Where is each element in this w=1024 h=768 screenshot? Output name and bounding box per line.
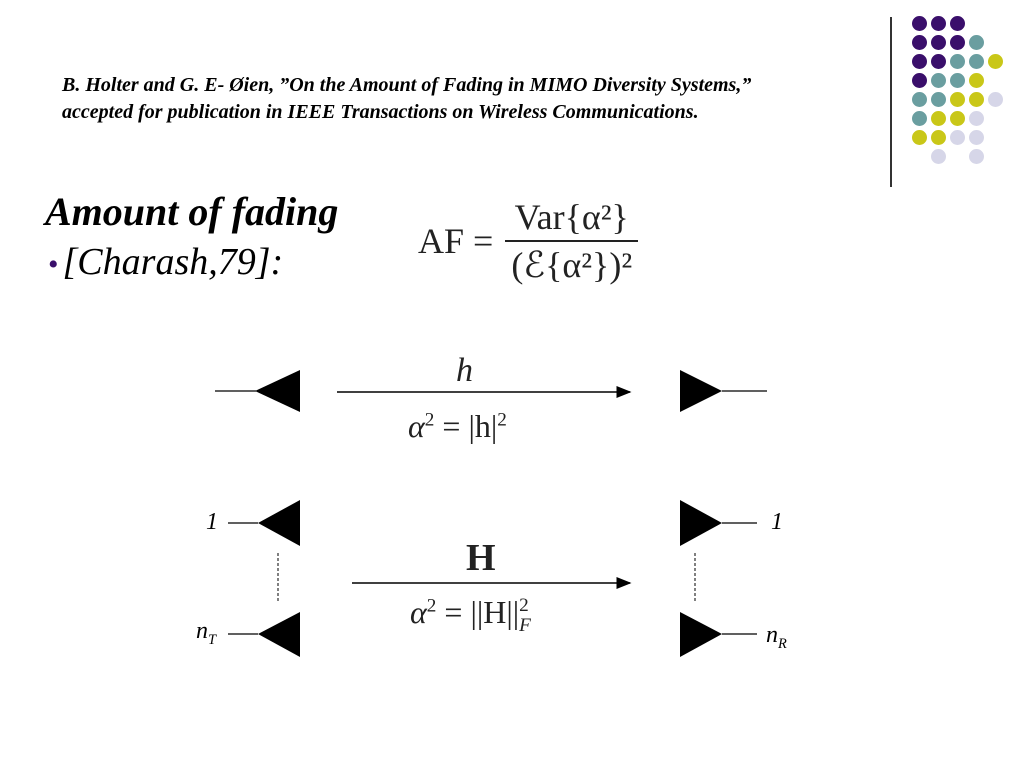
formula-numerator: Var{α²} xyxy=(514,197,629,237)
slide-title: Amount of fading xyxy=(45,189,339,234)
decorative-dot xyxy=(950,35,965,50)
decorative-dot xyxy=(931,54,946,69)
decorative-dot xyxy=(969,130,984,145)
decorative-dot xyxy=(912,35,927,50)
formula-denominator: (ℰ{α²})² xyxy=(505,240,639,286)
rx-last-label: nR xyxy=(766,622,787,652)
bullet-item: • [Charash,79]: xyxy=(48,240,283,284)
bullet-text: [Charash,79]: xyxy=(62,241,284,283)
decorative-dot xyxy=(931,149,946,164)
divider-line xyxy=(890,17,892,187)
decorative-dot xyxy=(931,35,946,50)
mimo-tx-antenna-n-icon xyxy=(228,612,300,657)
decorative-dot xyxy=(931,73,946,88)
decorative-dot xyxy=(912,92,927,107)
tx-last-label: nT xyxy=(196,618,217,648)
amount-of-fading-formula: AF = Var{α²} (ℰ{α²})² xyxy=(418,196,639,286)
decorative-dot xyxy=(969,54,984,69)
rx-first-label: 1 xyxy=(771,509,783,535)
decorative-dot xyxy=(950,130,965,145)
mimo-rx-antenna-n-icon xyxy=(680,612,757,657)
formula-lhs: AF = xyxy=(418,221,494,261)
mimo-tx-antenna-1-icon xyxy=(228,500,300,546)
decorative-dot xyxy=(912,111,927,126)
decorative-dot xyxy=(969,35,984,50)
decorative-dot xyxy=(988,92,1003,107)
reference-citation: B. Holter and G. E- Øien, ”On the Amount… xyxy=(62,74,752,123)
decorative-dot xyxy=(969,92,984,107)
siso-alpha-equation: α2 = |h|2 xyxy=(408,408,507,444)
decorative-dot xyxy=(931,130,946,145)
decorative-dot xyxy=(969,149,984,164)
decorative-dot xyxy=(950,16,965,31)
decorative-dot xyxy=(912,16,927,31)
decorative-dot xyxy=(950,73,965,88)
tx-first-label: 1 xyxy=(206,509,218,535)
decorative-dot xyxy=(931,92,946,107)
decorative-dot xyxy=(931,16,946,31)
mimo-rx-antenna-1-icon xyxy=(680,500,757,546)
bullet-icon: • xyxy=(48,248,59,281)
decorative-dot xyxy=(950,92,965,107)
decorative-dot xyxy=(969,73,984,88)
decorative-dot xyxy=(969,111,984,126)
siso-tx-antenna-icon xyxy=(215,370,300,412)
decorative-dot xyxy=(912,130,927,145)
decorative-dot xyxy=(912,73,927,88)
decorative-dot xyxy=(931,111,946,126)
decorative-dot xyxy=(950,111,965,126)
mimo-alpha-equation: α2 = ||H|| 2 F xyxy=(410,594,531,636)
decorative-dot xyxy=(988,54,1003,69)
decorative-dot xyxy=(950,54,965,69)
siso-channel-label: h xyxy=(456,352,473,389)
siso-rx-antenna-icon xyxy=(680,370,767,412)
mimo-channel-label: H xyxy=(466,537,496,579)
decorative-dot xyxy=(912,54,927,69)
